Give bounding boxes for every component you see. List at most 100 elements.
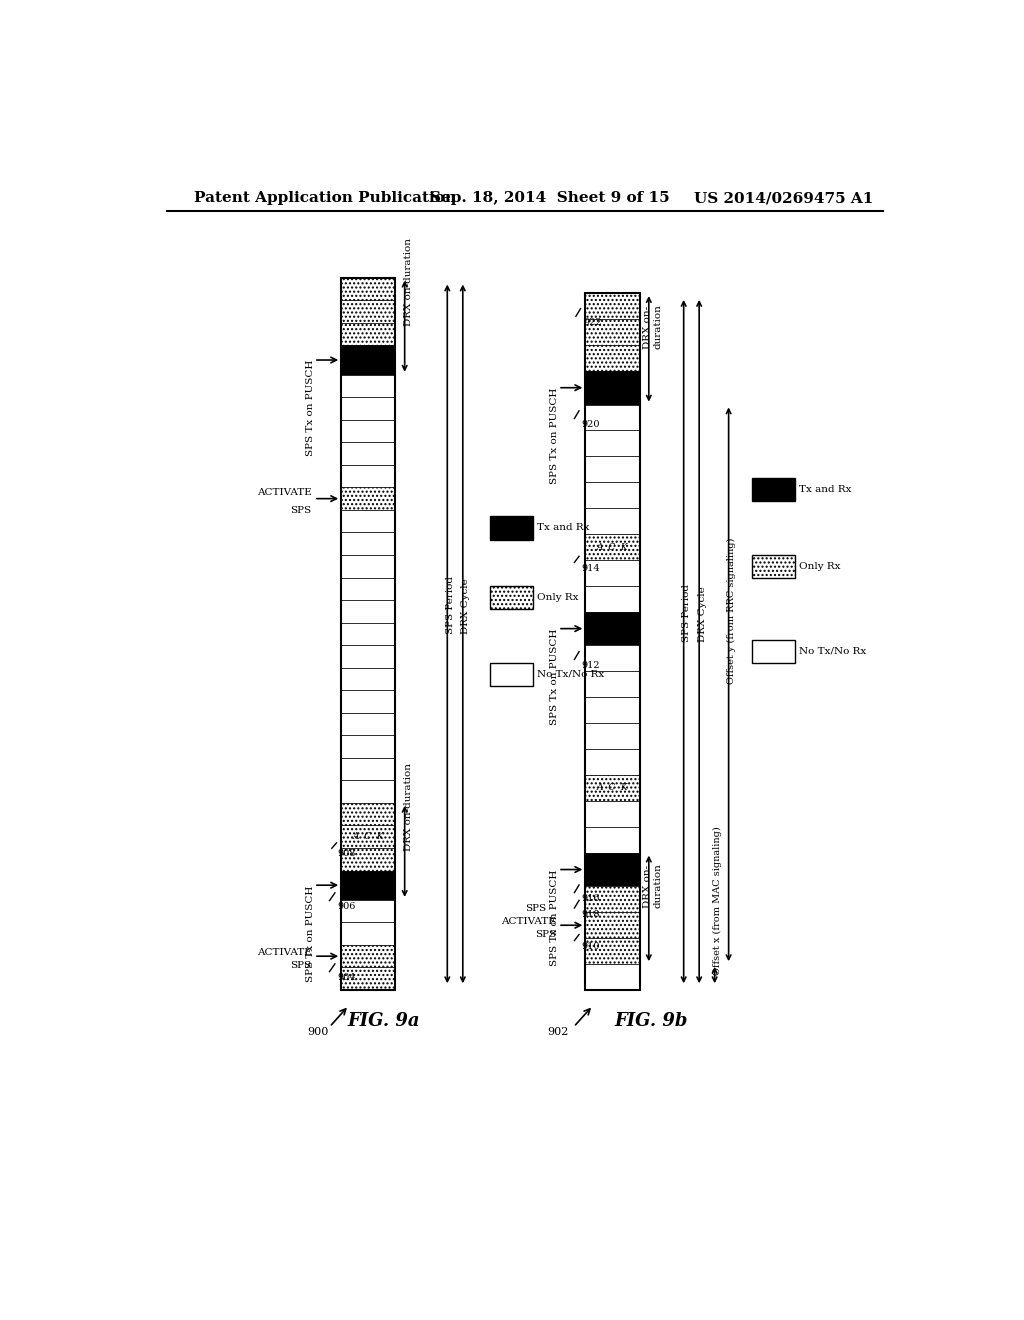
Text: Sep. 18, 2014  Sheet 9 of 15: Sep. 18, 2014 Sheet 9 of 15 (430, 191, 670, 206)
Text: SPS Tx on PUSCH: SPS Tx on PUSCH (550, 870, 559, 966)
Bar (752, 478, 795, 502)
Bar (586, 748, 640, 775)
Bar (341, 900, 395, 923)
Bar (586, 801, 640, 826)
Text: ACTIVATE: ACTIVATE (501, 917, 556, 925)
Bar (341, 420, 395, 442)
Bar (586, 586, 640, 611)
Bar (586, 482, 640, 508)
Bar (586, 886, 640, 912)
Bar (586, 939, 640, 964)
Bar (341, 758, 395, 780)
Bar (586, 535, 640, 560)
Text: Tx and Rx: Tx and Rx (538, 524, 590, 532)
Bar (586, 645, 640, 672)
Bar (341, 510, 395, 532)
Bar (341, 532, 395, 554)
Text: Offset x (from MAC signaling): Offset x (from MAC signaling) (713, 826, 722, 975)
Bar (586, 697, 640, 723)
Text: Patent Application Publication: Patent Application Publication (194, 191, 456, 206)
Text: No Tx/No Rx: No Tx/No Rx (799, 647, 866, 656)
Bar (586, 430, 640, 457)
Text: 920: 920 (582, 420, 600, 429)
Bar (341, 397, 395, 420)
Text: Offset y (from RRC signaling): Offset y (from RRC signaling) (727, 539, 736, 684)
Text: SPS Period: SPS Period (445, 576, 455, 634)
Text: ACTIVATE: ACTIVATE (257, 948, 311, 957)
Bar (341, 300, 395, 323)
Bar (341, 871, 395, 900)
Bar (752, 640, 795, 663)
Text: SPS Tx on PUSCH: SPS Tx on PUSCH (550, 388, 559, 484)
Text: 914: 914 (582, 564, 600, 573)
Bar (341, 825, 395, 847)
Bar (586, 319, 640, 345)
Text: Only Rx: Only Rx (799, 562, 841, 572)
Text: A  C  K: A C K (352, 832, 384, 841)
Bar (341, 690, 395, 713)
Text: 922: 922 (583, 318, 601, 327)
Text: 902: 902 (548, 1027, 568, 1038)
Text: A  C  K: A C K (597, 543, 628, 552)
Text: Tx and Rx: Tx and Rx (799, 484, 852, 494)
Text: 912: 912 (582, 661, 600, 671)
Text: DRX Cycle: DRX Cycle (697, 586, 707, 642)
Text: A  C  K: A C K (597, 784, 628, 792)
Text: 908: 908 (337, 849, 355, 858)
Text: No Tx/No Rx: No Tx/No Rx (538, 669, 604, 678)
Bar (586, 371, 640, 404)
Text: 910: 910 (582, 942, 600, 952)
Bar (341, 277, 395, 300)
Bar (752, 554, 795, 578)
Text: FIG. 9b: FIG. 9b (614, 1012, 688, 1030)
Text: FIG. 9a: FIG. 9a (347, 1012, 420, 1030)
Bar (341, 578, 395, 601)
Bar (341, 780, 395, 803)
Bar (586, 293, 640, 990)
Bar (586, 775, 640, 801)
Text: SPS: SPS (535, 931, 556, 939)
Bar (341, 323, 395, 346)
Bar (341, 847, 395, 871)
Bar (341, 277, 395, 990)
Bar (341, 945, 395, 968)
Text: 900: 900 (307, 1027, 329, 1038)
Bar (586, 560, 640, 586)
Bar (586, 853, 640, 886)
Bar (341, 554, 395, 578)
Text: SPS Tx on PUSCH: SPS Tx on PUSCH (550, 628, 559, 725)
Text: DRX on-
duration: DRX on- duration (643, 304, 663, 348)
Bar (341, 713, 395, 735)
Bar (341, 623, 395, 645)
Bar (586, 826, 640, 853)
Bar (341, 923, 395, 945)
Bar (341, 465, 395, 487)
Bar (489, 663, 532, 686)
Bar (586, 723, 640, 748)
Text: SPS: SPS (291, 506, 311, 515)
Bar (586, 912, 640, 939)
Text: SPS: SPS (525, 904, 547, 912)
Bar (586, 404, 640, 430)
Text: 918: 918 (582, 909, 600, 919)
Text: SPS Tx on PUSCH: SPS Tx on PUSCH (305, 360, 314, 457)
Bar (341, 668, 395, 690)
Bar (586, 508, 640, 535)
Bar (341, 487, 395, 510)
Bar (489, 516, 532, 540)
Text: 916: 916 (582, 895, 600, 903)
Bar (586, 611, 640, 645)
Bar (341, 601, 395, 623)
Text: US 2014/0269475 A1: US 2014/0269475 A1 (693, 191, 873, 206)
Bar (489, 586, 532, 609)
Bar (341, 645, 395, 668)
Bar (341, 442, 395, 465)
Bar (341, 375, 395, 397)
Text: Only Rx: Only Rx (538, 593, 579, 602)
Text: SPS Period: SPS Period (682, 583, 691, 642)
Bar (586, 964, 640, 990)
Bar (586, 293, 640, 319)
Text: DRX Cycle: DRX Cycle (462, 578, 470, 634)
Text: 904: 904 (337, 973, 355, 982)
Text: DRX on-duration: DRX on-duration (404, 763, 413, 851)
